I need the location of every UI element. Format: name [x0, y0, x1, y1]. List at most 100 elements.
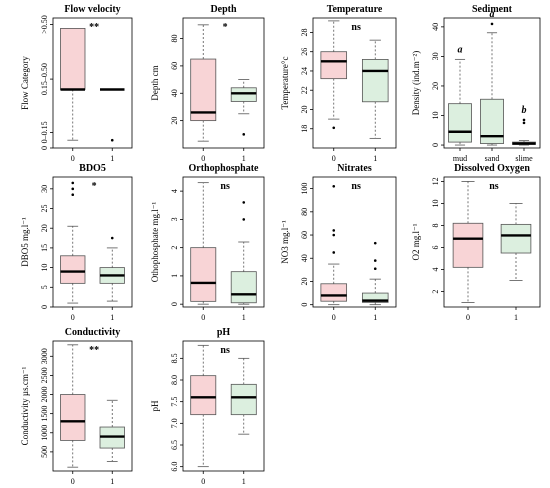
y-tick-label: 5	[40, 285, 49, 289]
x-tick-label: 1	[242, 313, 246, 322]
y-axis-label: DBO5 mg.l⁻¹	[20, 217, 30, 267]
y-tick-label: 10	[40, 264, 49, 272]
panel-title: Temperature	[327, 4, 383, 15]
box	[320, 283, 348, 302]
y-tick-label: 30	[431, 52, 440, 60]
y-tick-label: 6	[431, 246, 440, 250]
group-letter: b	[522, 105, 527, 116]
y-axis-label: pH	[150, 400, 160, 412]
y-tick-label: 1000	[40, 425, 49, 441]
y-axis-label: Flow Category	[20, 56, 30, 110]
panel-0: Flow velocity 0 0–0.15 0.15–0.50 >0.50 Flow C…	[20, 4, 133, 163]
box	[448, 103, 472, 143]
y-tick-label: 24	[300, 67, 309, 75]
outlier-point	[71, 193, 75, 197]
panel-4: BDO5 0 5 10 15 20 25 30 DBO5 mg.l⁻¹ 0 1 *	[20, 163, 133, 322]
y-tick-label: 60	[170, 62, 179, 70]
y-tick-label: 3	[170, 217, 179, 221]
outlier-point	[242, 201, 246, 204]
x-tick-label: 0	[201, 313, 205, 322]
plot-frame	[182, 17, 265, 149]
y-tick-label: 0	[170, 302, 179, 306]
plot-frame	[182, 340, 265, 472]
y-tick-label: 4	[170, 189, 179, 193]
outlier-point	[522, 121, 526, 125]
outlier-point	[332, 229, 336, 232]
x-tick-label: 1	[373, 313, 377, 322]
y-tick-label: 40	[431, 23, 440, 31]
panel-title: Nitrates	[337, 163, 372, 174]
panel-1: Depth 20 40 60 80 Depth cm 0 1 *	[150, 4, 265, 163]
y-tick-label: 20	[300, 277, 309, 285]
y-tick-label: 18	[300, 125, 309, 133]
plot-frame	[312, 176, 397, 308]
x-tick-label: 1	[242, 154, 246, 163]
panel-2: Temperature 18 20 22 24 26 28 Temperature°c 0 1 ns	[280, 4, 397, 163]
panel-title: pH	[217, 327, 231, 338]
x-tick-label: mud	[453, 154, 467, 163]
outlier-point	[373, 241, 377, 245]
plot-frame	[52, 340, 133, 472]
y-tick-label: 22	[300, 86, 309, 94]
y-tick-label: 28	[300, 28, 309, 36]
outlier-point	[332, 184, 336, 188]
outlier-point	[242, 218, 246, 221]
y-tick-label: 80	[300, 208, 309, 216]
x-tick-label: 0	[201, 477, 205, 486]
y-tick-label: 40	[170, 89, 179, 97]
panel-7: Dissolved Oxygen 2 4 6 8 10 12 O2 mg.l⁻¹ 0 1 ns	[411, 163, 541, 322]
x-tick-label: 0	[71, 154, 75, 163]
y-tick-label: 7.5	[170, 397, 179, 407]
significance-label: ns	[220, 181, 230, 192]
outlier-point	[373, 267, 377, 270]
y-tick-label: 0	[431, 143, 440, 147]
y-axis-label: Temperature°c	[280, 57, 290, 110]
y-tick-label: 2000	[40, 387, 49, 403]
x-tick-label: 1	[110, 154, 114, 163]
x-tick-label: 1	[373, 154, 377, 163]
panel-title: Conductivity	[65, 327, 121, 338]
x-tick-label: 0	[71, 313, 75, 322]
panel-3: Sediment 0 10 20 30 40 Density (ind.m⁻²) mud a sa…	[411, 4, 541, 163]
outlier-point	[110, 138, 114, 142]
box	[320, 51, 348, 80]
y-tick-label: 15	[40, 244, 49, 252]
x-tick-label: 0	[201, 154, 205, 163]
y-tick-label: 0–0.15	[40, 121, 49, 143]
x-tick-label: slime	[515, 154, 533, 163]
x-tick-label: 1	[242, 477, 246, 486]
y-tick-label: 0	[40, 305, 49, 309]
box	[230, 87, 257, 102]
y-tick-label: 2	[431, 290, 440, 294]
significance-label: *	[92, 181, 97, 192]
plot-frame	[52, 176, 133, 308]
significance-label: ns	[351, 22, 361, 33]
y-tick-label: 25	[40, 205, 49, 213]
y-tick-label: 4	[431, 268, 440, 272]
y-tick-label: 7.0	[170, 418, 179, 428]
x-tick-label: 1	[110, 477, 114, 486]
x-tick-label: 0	[332, 313, 336, 322]
box	[60, 394, 86, 441]
y-axis-label: O2 mg.l⁻¹	[411, 223, 421, 260]
panel-title: Depth	[210, 4, 237, 15]
plot-frame	[312, 17, 397, 149]
y-axis-label: Othophosphate mg.l⁻¹	[150, 201, 160, 282]
panel-6: Nitrates 0 20 40 60 80 100 NO3 mg.l⁻¹ 0 1 ns	[280, 163, 397, 322]
panel-5: Orthophosphate 0 1 2 3 4 Othophosphate mg.l⁻¹ 0…	[150, 163, 265, 322]
x-tick-label: 0	[466, 313, 470, 322]
y-tick-label: 8	[431, 223, 440, 227]
outlier-point	[522, 118, 526, 122]
significance-label: **	[89, 22, 99, 33]
y-tick-label: 1	[170, 274, 179, 278]
x-tick-label: 1	[110, 313, 114, 322]
y-tick-label: 0	[40, 146, 49, 150]
y-tick-label: 60	[300, 231, 309, 239]
outlier-point	[110, 236, 114, 240]
outlier-point	[332, 233, 336, 237]
y-tick-label: 2500	[40, 367, 49, 383]
y-tick-label: >0.50	[40, 15, 49, 34]
y-tick-label: 20	[170, 117, 179, 125]
y-tick-label: 12	[431, 177, 440, 185]
significance-label: ns	[489, 181, 499, 192]
